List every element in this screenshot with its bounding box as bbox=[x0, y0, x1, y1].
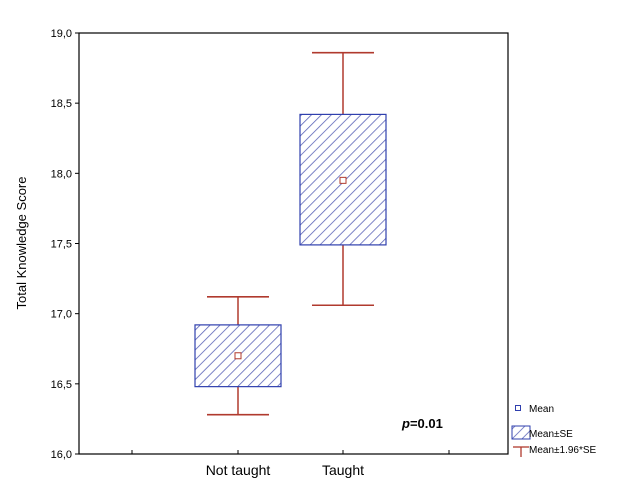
mean-marker bbox=[339, 176, 347, 184]
y-tick-label: 19,0 bbox=[51, 28, 72, 40]
x-axis: Not taught Taught bbox=[131, 450, 450, 478]
x-tick-label: Not taught bbox=[206, 462, 271, 478]
y-tick-label: 16,0 bbox=[51, 449, 72, 461]
legend-mean-label: Mean bbox=[529, 404, 554, 415]
p-value-symbol: p bbox=[401, 416, 410, 431]
p-value-annotation: p=0.01 bbox=[401, 416, 443, 431]
legend-ci-label: Mean±1.96*SE bbox=[529, 445, 597, 456]
legend: Mean Mean±SE Mean±1.96*SE bbox=[511, 404, 597, 457]
x-tick-label: Taught bbox=[322, 462, 364, 478]
y-axis: 16,0 16,5 17,0 17,5 18,0 18,5 19,0 bbox=[51, 28, 79, 461]
legend-se-swatch bbox=[511, 425, 531, 440]
legend-mean-marker bbox=[515, 405, 521, 411]
p-value-text: =0.01 bbox=[410, 416, 443, 431]
y-tick-label: 18,0 bbox=[51, 168, 72, 180]
y-tick-label: 17,5 bbox=[51, 239, 72, 251]
y-tick-label: 18,5 bbox=[51, 98, 72, 110]
y-axis-title: Total Knowledge Score bbox=[14, 177, 29, 310]
mean-marker bbox=[234, 352, 242, 360]
y-tick-label: 16,5 bbox=[51, 379, 72, 391]
chart-marks bbox=[194, 51, 387, 416]
legend-se-label: Mean±SE bbox=[529, 429, 573, 440]
plot-area bbox=[78, 32, 509, 455]
y-tick-label: 17,0 bbox=[51, 309, 72, 321]
